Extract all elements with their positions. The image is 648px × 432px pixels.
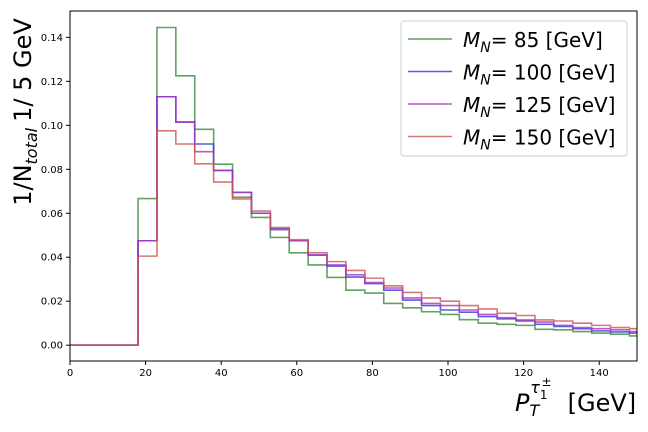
x-tick-label: 140: [590, 368, 609, 379]
legend: MN= 85 [GeV] MN= 100 [GeV] MN= 125 [GeV] MN…: [400, 20, 628, 157]
axes-layer: 0 20 40 60 80 100 120 140 0.00 0.02 0.04 0.06 0.08 0.…: [41, 10, 638, 379]
y-tick-label: 0.06: [41, 209, 63, 220]
legend-label: MN= 100 [GeV]: [463, 61, 616, 89]
series-line: [70, 26, 637, 346]
y-axis-title: 1/Ntotal1/ 5 GeV: [9, 18, 41, 206]
series-line: [70, 95, 637, 346]
x-tick-label: 40: [215, 368, 228, 379]
legend-label: MN= 85 [GeV]: [463, 28, 603, 56]
y-tick-label: 0.14: [41, 33, 63, 44]
axes-frame: [69, 10, 638, 362]
x-tick-label: 120: [514, 368, 533, 379]
y-tick-label: 0.04: [41, 253, 63, 264]
legend-label: MN= 125 [GeV]: [463, 93, 616, 121]
y-tick-label: 0.02: [41, 297, 63, 308]
y-tick-label: 0.00: [41, 341, 63, 352]
legend-label: MN= 150 [GeV]: [463, 126, 616, 154]
x-tick-label: 80: [366, 368, 379, 379]
x-tick-label: 0: [67, 368, 73, 379]
y-tick-label: 0.08: [41, 165, 63, 176]
series-line: [70, 130, 637, 346]
series-layer: [70, 26, 637, 346]
x-axis-title: PTτ1±[GeV]: [515, 375, 636, 420]
x-tick-label: 60: [290, 368, 303, 379]
legend-frame: [400, 20, 628, 157]
x-tick-label: 20: [139, 368, 152, 379]
y-tick-label: 0.10: [41, 121, 63, 132]
y-tick-label: 0.12: [41, 77, 63, 88]
x-tick-label: 100: [438, 368, 457, 379]
